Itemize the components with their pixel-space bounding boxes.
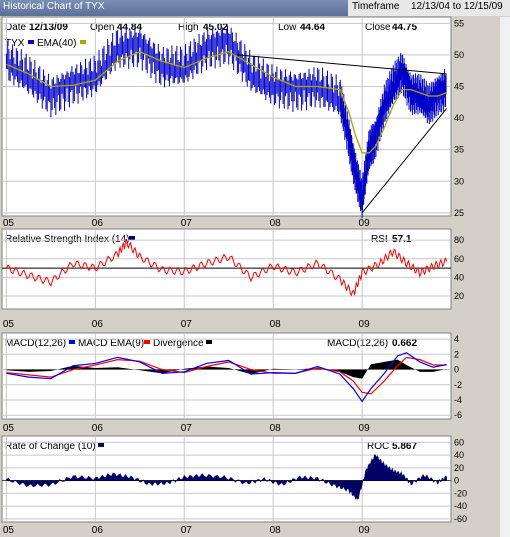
x-tick-label: 05 <box>3 423 15 434</box>
price-legend-tyx: TYX <box>5 38 25 49</box>
price-panel <box>1 16 452 217</box>
high-value: 45.02 <box>203 22 228 33</box>
y-tick-label: -20 <box>454 488 467 498</box>
price-legend-ema: EMA(40) <box>37 38 76 49</box>
close-value: 44.75 <box>392 22 417 33</box>
y-tick-label: 35 <box>454 145 464 155</box>
x-tick-label: 05 <box>3 319 15 330</box>
y-tick-label: 2 <box>454 349 459 359</box>
trendline <box>361 108 447 214</box>
y-tick-label: 45 <box>454 81 464 91</box>
x-tick-label: 08 <box>270 218 282 229</box>
x-tick-label: 08 <box>270 525 282 536</box>
div-legend-swatch <box>206 340 212 344</box>
price-legend-swatch <box>28 40 34 44</box>
low-value: 44.64 <box>300 22 325 33</box>
roc-title: Rate of Change (10) <box>5 441 96 452</box>
y-tick-label: 80 <box>454 235 464 245</box>
title-bar: Historical Chart of TYX Timeframe 12/13/… <box>0 0 510 16</box>
macd-div-legend: Divergence <box>153 338 204 349</box>
y-tick-label: 0 <box>454 476 459 486</box>
y-tick-label: 40 <box>454 272 464 282</box>
y-tick-label: -40 <box>454 501 467 511</box>
rsi-value-label: RSI <box>371 234 388 245</box>
macd-signal-line <box>6 356 447 395</box>
macd-line <box>6 352 447 403</box>
x-tick-label: 09 <box>359 319 371 330</box>
close-label: Close <box>365 22 391 33</box>
x-tick-label: 05 <box>3 525 15 536</box>
ema-legend-swatch <box>80 40 86 44</box>
rsi-legend-swatch <box>129 236 135 240</box>
x-tick-label: 06 <box>92 319 104 330</box>
macd-title: MACD(12,26) <box>5 338 66 349</box>
x-tick-label: 06 <box>92 423 104 434</box>
window-title: Historical Chart of TYX <box>3 1 105 12</box>
x-tick-label: 06 <box>92 218 104 229</box>
x-tick-label: 07 <box>181 218 193 229</box>
y-tick-label: -60 <box>454 514 467 524</box>
roc-area <box>6 454 447 501</box>
y-tick-label: 0 <box>454 365 459 375</box>
x-tick-label: 06 <box>92 525 104 536</box>
ema-line <box>6 51 447 154</box>
timeframe-label: Timeframe <box>352 1 400 12</box>
y-tick-label: -6 <box>454 410 462 420</box>
y-tick-label: 30 <box>454 176 464 186</box>
macd-legend-swatch <box>69 340 75 344</box>
y-tick-label: 60 <box>454 437 464 447</box>
rsi-title: Relative Strength Index (14) <box>5 234 130 245</box>
x-tick-label: 07 <box>181 423 193 434</box>
x-tick-label: 08 <box>270 319 282 330</box>
date-label: Date <box>5 22 27 33</box>
signal-legend-swatch <box>144 340 150 344</box>
y-tick-label: 50 <box>454 50 464 60</box>
x-tick-label: 09 <box>359 218 371 229</box>
y-tick-label: -2 <box>454 380 462 390</box>
roc-value: 5.867 <box>392 441 417 452</box>
y-tick-label: 25 <box>454 208 464 218</box>
roc-legend-swatch <box>98 443 104 447</box>
open-label: Open <box>90 22 114 33</box>
y-tick-label: 40 <box>454 113 464 123</box>
y-tick-label: 20 <box>454 463 464 473</box>
rsi-line <box>6 238 448 297</box>
right-edge <box>500 17 510 537</box>
timeframe-box[interactable]: Timeframe 12/13/04 to 12/15/09 <box>348 0 510 16</box>
y-tick-label: 20 <box>454 291 464 301</box>
x-tick-label: 07 <box>181 525 193 536</box>
high-label: High <box>178 22 199 33</box>
x-tick-label: 08 <box>270 423 282 434</box>
x-tick-label: 09 <box>359 423 371 434</box>
y-tick-label: 60 <box>454 254 464 264</box>
y-tick-label: -4 <box>454 395 462 405</box>
open-value: 44.84 <box>117 22 142 33</box>
y-tick-label: 4 <box>454 334 459 344</box>
y-tick-label: 40 <box>454 450 464 460</box>
trendline <box>237 54 447 75</box>
x-tick-label: 09 <box>359 525 371 536</box>
y-tick-label: 55 <box>454 18 464 28</box>
macd-signal-legend: MACD EMA(9) <box>78 338 144 349</box>
macd-value-label: MACD(12,26) <box>327 338 388 349</box>
x-tick-label: 05 <box>3 218 15 229</box>
macd-histogram <box>6 359 447 379</box>
macd-value: 0.662 <box>392 338 417 349</box>
roc-value-label: ROC <box>367 441 389 452</box>
rsi-value: 57.1 <box>392 234 412 245</box>
x-tick-label: 07 <box>181 319 193 330</box>
date-value: 12/13/09 <box>29 22 68 33</box>
low-label: Low <box>278 22 297 33</box>
timeframe-value: 12/13/04 to 12/15/09 <box>411 1 503 12</box>
macd-panel <box>1 332 452 420</box>
